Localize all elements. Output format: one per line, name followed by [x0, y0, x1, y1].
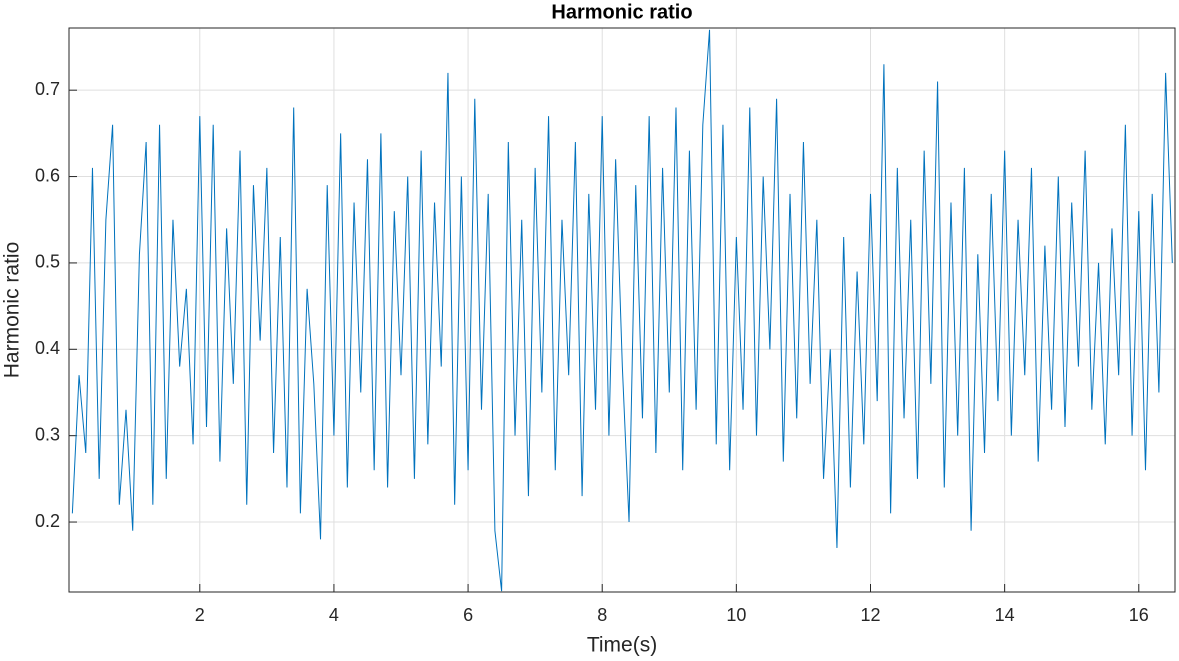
x-tick-label: 10	[726, 605, 746, 625]
y-tick-label: 0.6	[35, 165, 60, 185]
x-tick-label: 12	[860, 605, 880, 625]
y-tick-label: 0.4	[35, 338, 60, 358]
plot-frame	[68, 27, 1176, 593]
x-axis-label: Time(s)	[587, 634, 657, 657]
plot-area	[69, 28, 1175, 592]
y-tick-label: 0.3	[35, 424, 60, 444]
y-tick-label: 0.5	[35, 252, 60, 272]
y-tick-label: 0.2	[35, 511, 60, 531]
y-tick-label: 0.7	[35, 79, 60, 99]
x-tick-label: 16	[1129, 605, 1149, 625]
chart-title: Harmonic ratio	[551, 1, 692, 23]
x-tick-label: 8	[597, 605, 607, 625]
data-line	[71, 29, 1173, 592]
x-tick-label: 14	[995, 605, 1015, 625]
x-tick-label: 2	[195, 605, 205, 625]
x-tick-label: 6	[463, 605, 473, 625]
x-tick-label: 4	[329, 605, 339, 625]
y-axis-label: Harmonic ratio	[1, 242, 24, 379]
